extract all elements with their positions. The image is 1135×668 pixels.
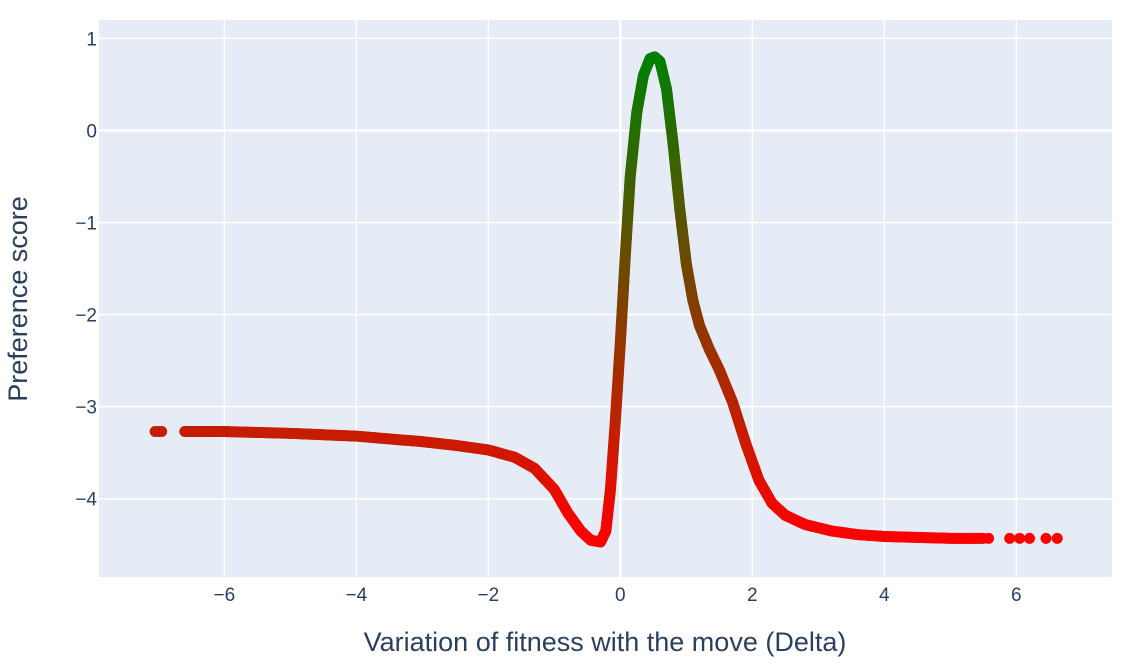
data-point [1024, 532, 1036, 544]
grid-lines [99, 20, 1112, 577]
x-tick-label: −4 [346, 585, 368, 606]
x-tick-label: 6 [1011, 585, 1022, 606]
data-points [149, 51, 1063, 548]
x-axis-ticks: −6 −4 −2 0 2 4 6 [214, 585, 1022, 606]
data-point [1004, 532, 1016, 544]
x-tick-label: −2 [478, 585, 500, 606]
y-tick-label: −3 [75, 398, 97, 419]
y-axis-title: Preference score [3, 196, 33, 402]
data-point [1040, 532, 1052, 544]
x-axis-title: Variation of fitness with the move (Delt… [364, 627, 847, 657]
data-point [1014, 532, 1026, 544]
y-tick-label: 0 [86, 121, 97, 142]
data-point [1051, 532, 1063, 544]
data-point [983, 532, 995, 544]
x-tick-label: 4 [879, 585, 890, 606]
y-tick-label: −4 [75, 490, 97, 511]
y-tick-label: −2 [75, 306, 97, 327]
x-tick-label: −6 [214, 585, 236, 606]
y-tick-label: 1 [86, 29, 97, 50]
y-axis-ticks: 1 0 −1 −2 −3 −4 [75, 29, 97, 510]
x-tick-label: 2 [747, 585, 758, 606]
y-tick-label: −1 [75, 214, 97, 235]
data-point [156, 426, 168, 438]
x-tick-label: 0 [615, 585, 626, 606]
